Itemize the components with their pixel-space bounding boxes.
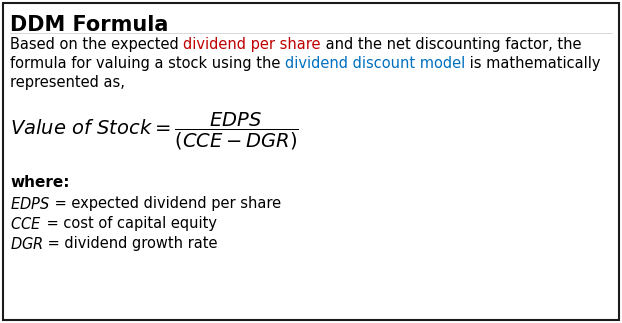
Text: Based on the expected: Based on the expected xyxy=(10,37,183,52)
Text: $\mathit{DGR}$: $\mathit{DGR}$ xyxy=(10,236,44,252)
Text: DDM Formula: DDM Formula xyxy=(10,15,169,35)
Text: dividend discount model: dividend discount model xyxy=(285,56,465,71)
Text: $\mathit{Value\ of\ Stock} = \dfrac{\mathit{EDPS}}{\mathit{(CCE-DGR)}}$: $\mathit{Value\ of\ Stock} = \dfrac{\mat… xyxy=(10,110,299,151)
Text: dividend per share: dividend per share xyxy=(183,37,321,52)
Text: = dividend growth rate: = dividend growth rate xyxy=(44,236,218,251)
Text: and the net discounting factor, the: and the net discounting factor, the xyxy=(321,37,582,52)
Text: $\mathit{EDPS}$: $\mathit{EDPS}$ xyxy=(10,196,50,212)
Text: = cost of capital equity: = cost of capital equity xyxy=(42,216,216,231)
Text: is mathematically: is mathematically xyxy=(465,56,601,71)
Text: = expected dividend per share: = expected dividend per share xyxy=(50,196,281,211)
Text: represented as,: represented as, xyxy=(10,75,125,90)
Text: $\mathit{CCE}$: $\mathit{CCE}$ xyxy=(10,216,42,232)
Text: where:: where: xyxy=(10,175,70,190)
Text: formula for valuing a stock using the: formula for valuing a stock using the xyxy=(10,56,285,71)
